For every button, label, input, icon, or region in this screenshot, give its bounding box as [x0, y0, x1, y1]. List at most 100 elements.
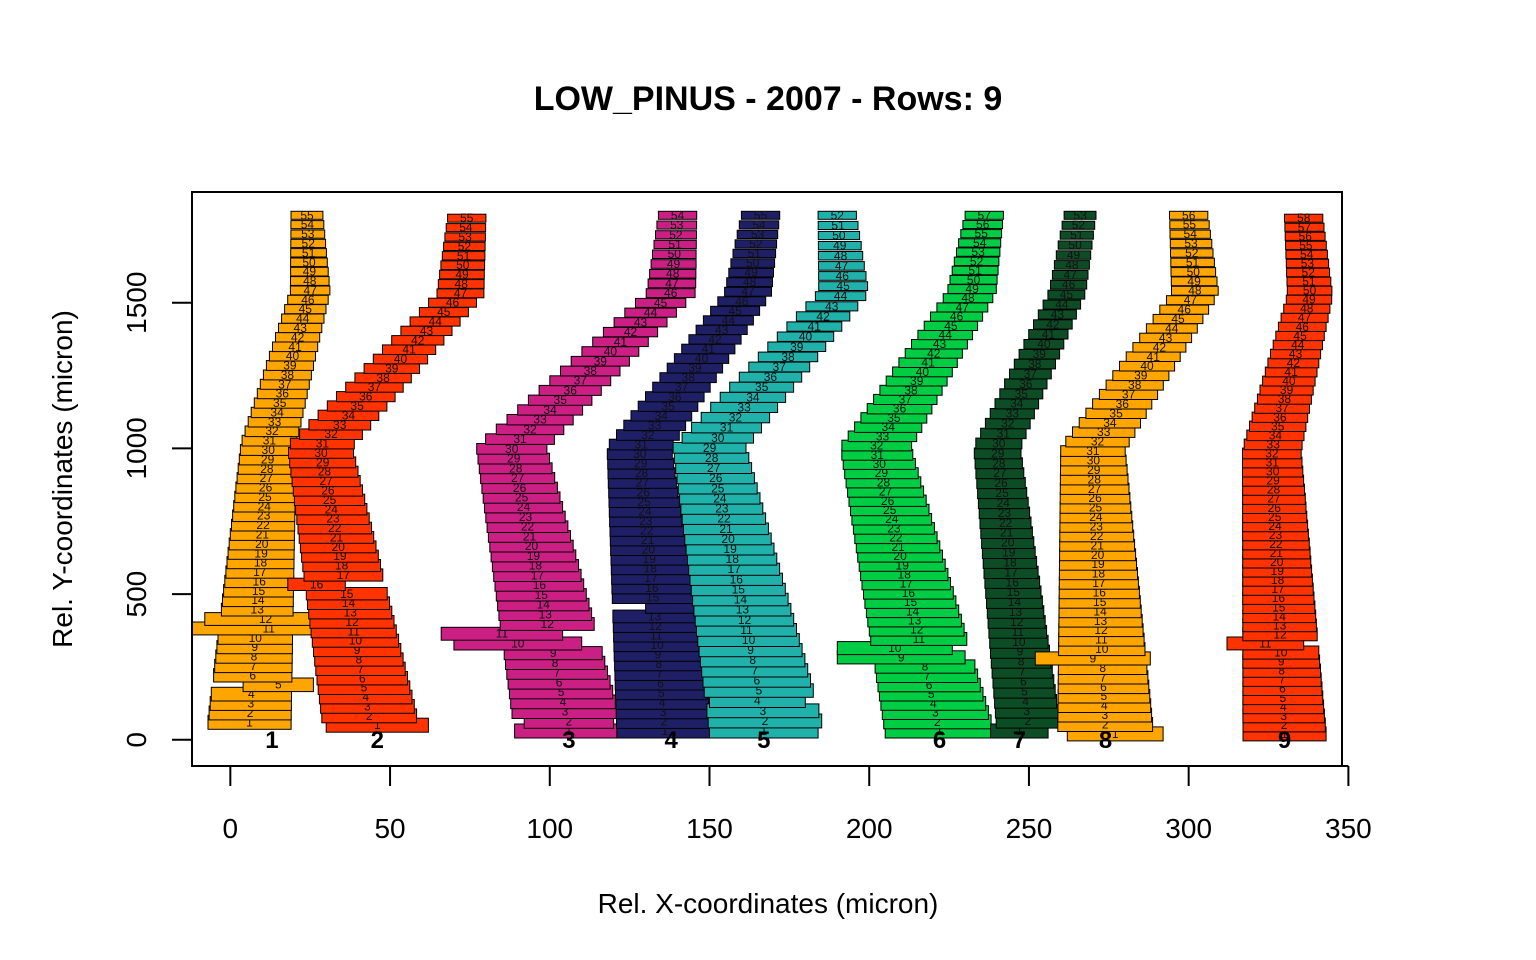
cell-number-label: 43: [294, 321, 308, 335]
cell-rect: [817, 230, 861, 241]
cell-number-label: 33: [1006, 407, 1020, 421]
cell-number-label: 40: [1037, 337, 1051, 351]
cell-number-label: 7: [751, 663, 758, 677]
cell-number-label: 47: [835, 259, 849, 273]
cell-number-label: 32: [523, 422, 537, 436]
cell-number-label: 38: [682, 371, 696, 385]
cell-number-label: 34: [270, 406, 284, 420]
cell-number-label: 5: [558, 685, 565, 699]
cell-number-label: 41: [288, 340, 302, 354]
cell-number-label: 35: [661, 399, 675, 413]
cell-number-label: 44: [296, 312, 310, 326]
cell-number-label: 5: [1101, 689, 1108, 703]
cell-number-label: 47: [304, 283, 318, 297]
cell-number-label: 53: [971, 245, 985, 259]
cell-number-label: 41: [402, 343, 416, 357]
cell-number-label: 52: [749, 237, 763, 251]
cell-number-label: 20: [721, 532, 735, 546]
cell-number-label: 9: [251, 640, 258, 654]
cell-number-label: 22: [717, 512, 731, 526]
cell-number-label: 40: [286, 349, 300, 363]
cell-rect: [776, 331, 835, 342]
cell-number-label: 3: [247, 697, 254, 711]
cell-number-label: 47: [1064, 268, 1078, 282]
cell-rect: [817, 241, 862, 251]
cell-number-label: 46: [735, 294, 749, 308]
cell-number-label: 32: [265, 424, 279, 438]
cell-rect: [1169, 229, 1211, 239]
cell-number-label: 54: [973, 236, 987, 250]
cell-number-label: 1: [1112, 727, 1119, 741]
cell-number-label: 4: [659, 695, 666, 709]
cell-number-label: 3: [760, 704, 767, 718]
cell-number-label: 53: [751, 227, 765, 241]
x-tick-label: 350: [1325, 813, 1372, 844]
cell-number-label: 9: [898, 650, 905, 664]
cell-rect: [956, 247, 1001, 257]
cell-rect: [439, 269, 485, 280]
cell-number-label: 28: [635, 466, 649, 480]
cell-number-label: 54: [1184, 227, 1198, 241]
cell-rect: [444, 232, 486, 242]
cell-number-label: 40: [1282, 374, 1296, 388]
cell-number-label: 8: [552, 656, 559, 670]
cell-number-label: 4: [362, 690, 369, 704]
cell-rect: [717, 296, 767, 307]
cell-rect: [1284, 222, 1325, 232]
cell-rect: [655, 230, 697, 240]
cell-rect: [1055, 250, 1092, 260]
cell-number-label: 48: [303, 274, 317, 288]
cell-number-label: 25: [711, 481, 725, 495]
cell-number-label: 46: [664, 286, 678, 300]
cell-number-label: 9: [1017, 645, 1024, 659]
y-tick-label: 1000: [121, 417, 152, 479]
cell-number-label: 37: [675, 380, 689, 394]
cell-number-label: 40: [916, 365, 930, 379]
cell-number-label: 15: [732, 583, 746, 597]
cell-rect: [1169, 220, 1210, 230]
cell-number-label: 36: [1019, 377, 1033, 391]
cell-number-label: 32: [1091, 435, 1105, 449]
x-tick-label: 100: [526, 813, 573, 844]
cell-number-label: 51: [1070, 228, 1084, 242]
cell-number-label: 47: [1298, 311, 1312, 325]
cell-number-label: 36: [668, 390, 682, 404]
row-number-label: 8: [1099, 727, 1112, 754]
cell-number-label: 6: [1279, 682, 1286, 696]
cell-number-label: 25: [515, 491, 529, 505]
cell-rect: [1051, 270, 1089, 280]
cell-rect: [1061, 220, 1096, 230]
cell-number-label: 49: [744, 266, 758, 280]
cell-number-label: 41: [808, 320, 822, 334]
cell-number-label: 36: [764, 370, 778, 384]
cell-number-label: 35: [350, 399, 364, 413]
cell-number-label: 8: [1278, 664, 1285, 678]
cell-rect: [734, 239, 778, 249]
cell-number-label: 5: [755, 684, 762, 698]
cell-number-label: 3: [1023, 704, 1030, 718]
x-tick-label: 300: [1165, 813, 1212, 844]
cell-rect: [290, 210, 324, 220]
row-number-label: 1: [265, 727, 278, 754]
cell-rect: [818, 271, 867, 281]
cell-number-label: 19: [723, 542, 737, 556]
cell-number-label: 50: [967, 273, 981, 287]
cell-rect: [1169, 238, 1213, 249]
cell-number-label: 31: [1086, 444, 1100, 458]
cell-number-label: 54: [752, 218, 766, 232]
cell-number-label: 22: [999, 516, 1013, 530]
cell-number-label: 51: [831, 218, 845, 232]
cell-rect: [949, 274, 998, 285]
cell-number-label: 56: [976, 218, 990, 232]
cell-rect: [440, 260, 486, 270]
cell-number-label: 41: [921, 356, 935, 370]
cell-rect: [1285, 240, 1327, 250]
cell-number-label: 26: [513, 481, 527, 495]
cell-rect: [1050, 279, 1088, 290]
cell-number-label: 31: [513, 432, 527, 446]
cell-number-label: 44: [939, 328, 953, 342]
cell-number-label: 5: [928, 687, 935, 701]
cell-number-label: 20: [1001, 536, 1015, 550]
cell-row-8: 1234567891011121314151617181920212223242…: [1034, 208, 1219, 742]
